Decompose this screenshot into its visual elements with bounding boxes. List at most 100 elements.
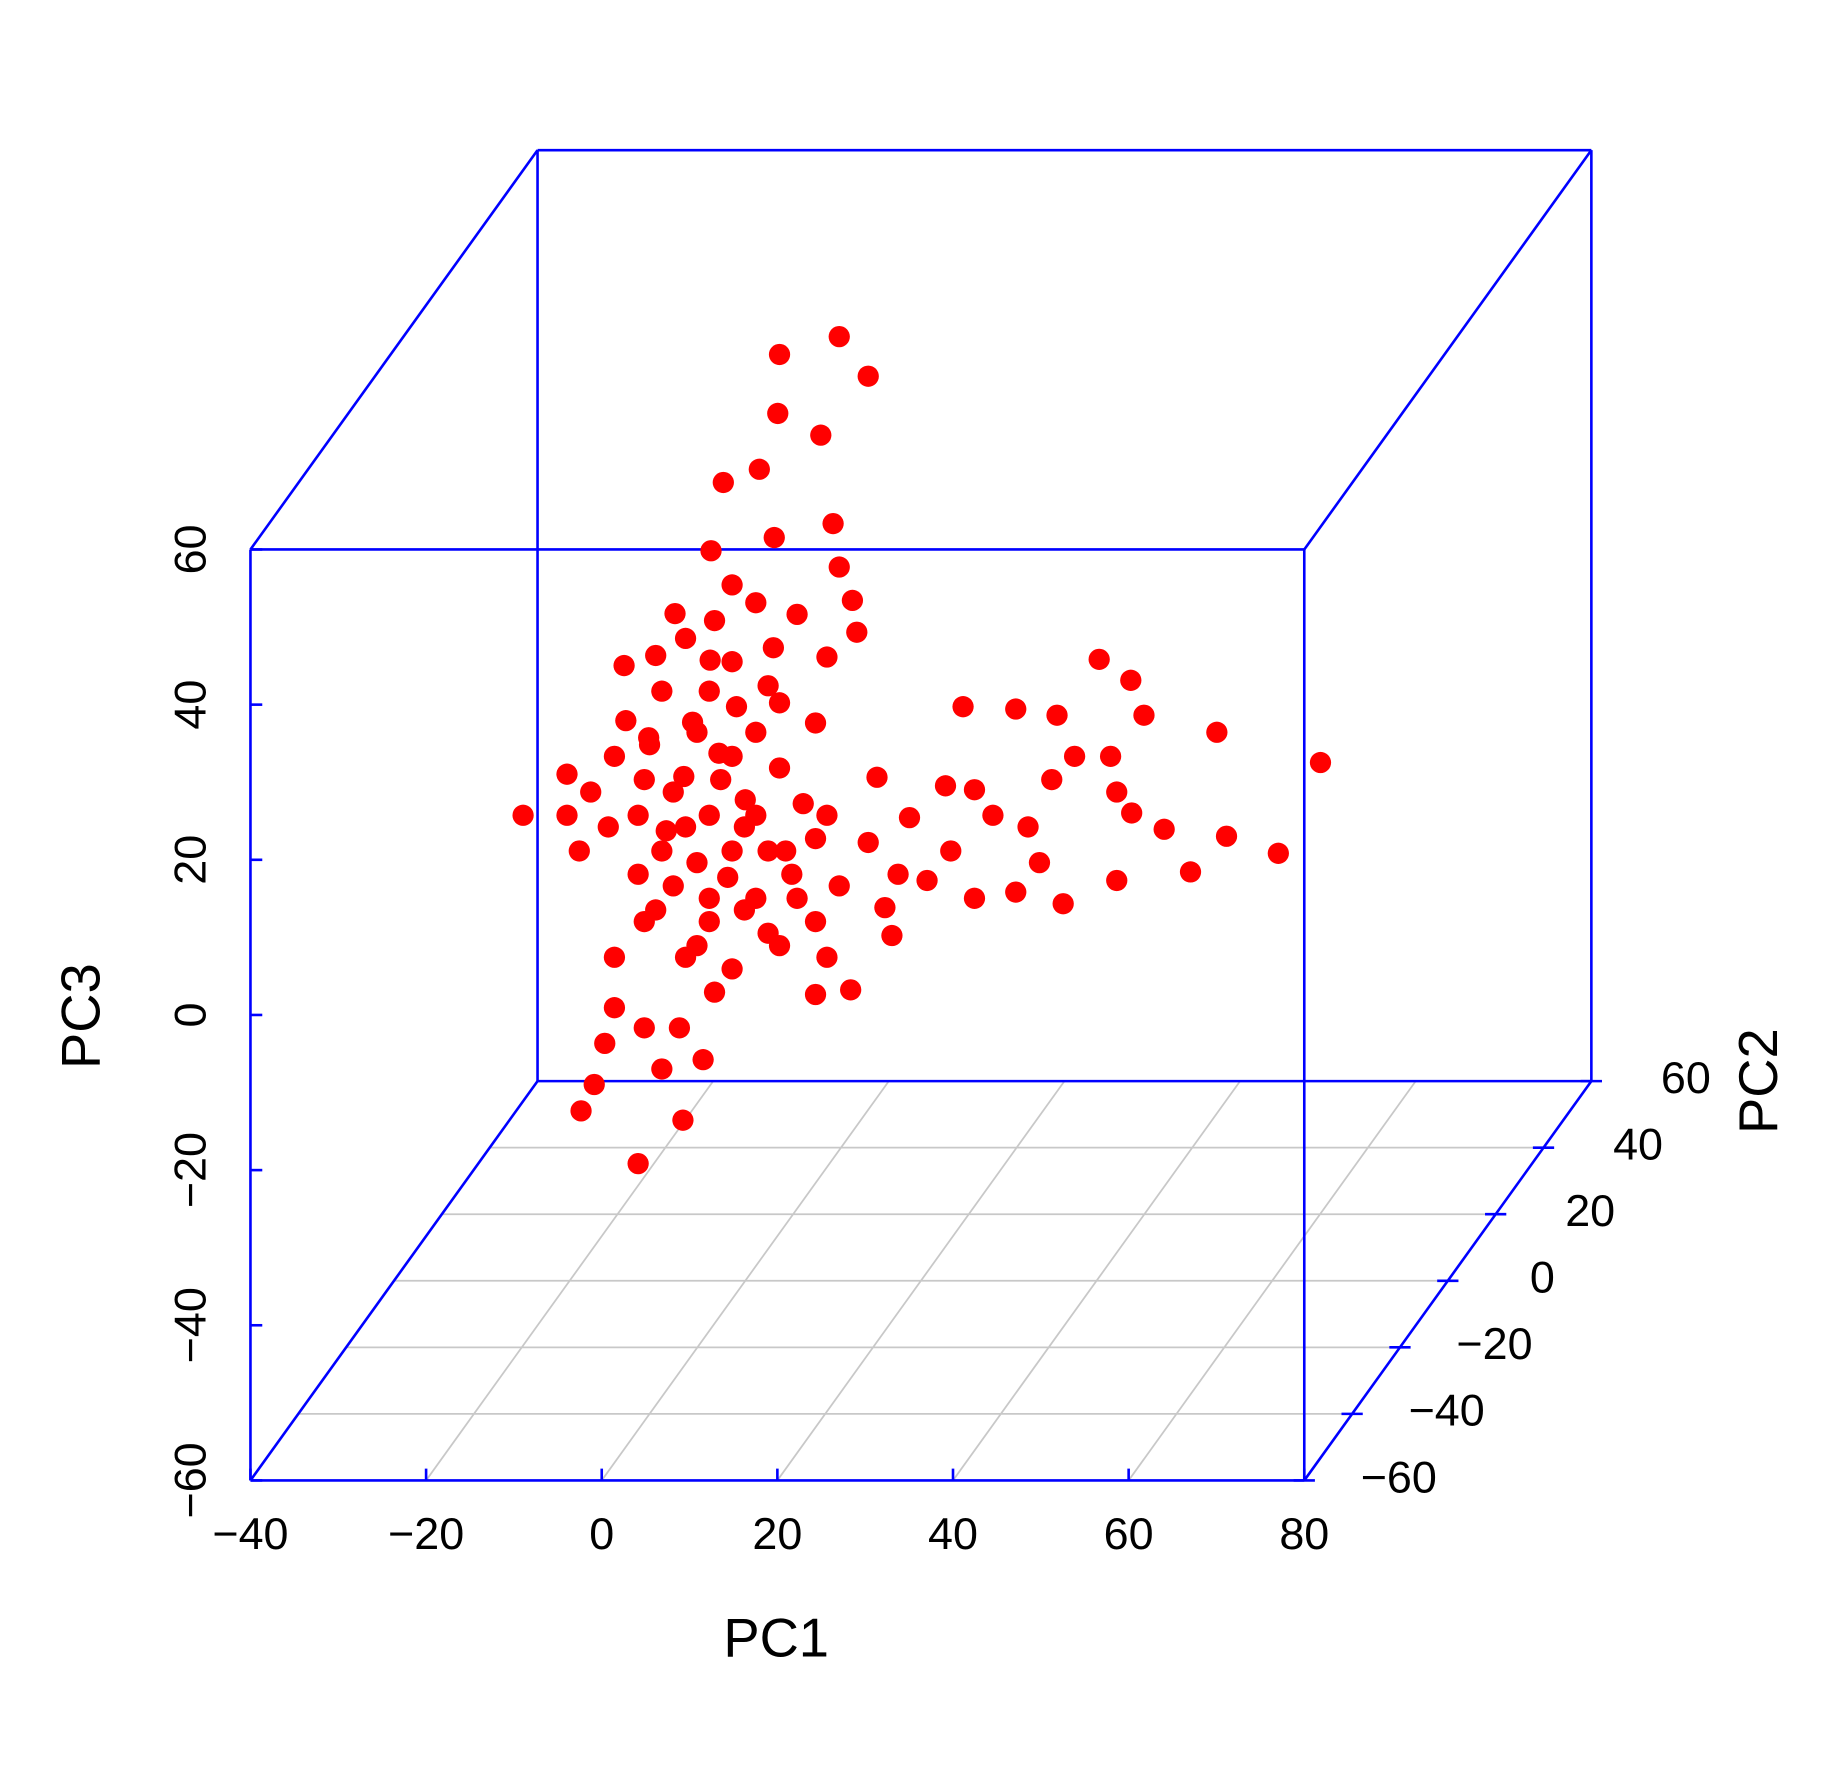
point: [703, 981, 726, 1003]
point: [627, 804, 649, 826]
x-axis-title: PC1: [723, 1608, 829, 1669]
point: [627, 863, 649, 885]
point: [804, 827, 827, 850]
point: [767, 402, 789, 425]
point: [645, 899, 667, 921]
point: [700, 540, 722, 562]
point: [708, 742, 730, 764]
point: [638, 727, 660, 749]
point: [810, 424, 832, 446]
point: [597, 816, 619, 838]
z-tick-label: −40: [165, 1287, 216, 1363]
point: [768, 343, 791, 366]
point: [721, 958, 743, 980]
point: [1017, 816, 1039, 838]
x-tick-label: −20: [388, 1508, 464, 1559]
point: [627, 1152, 649, 1175]
point: [745, 721, 767, 743]
point: [963, 887, 986, 909]
x-tick-label: 0: [589, 1508, 614, 1559]
point: [710, 768, 732, 791]
point: [668, 1017, 691, 1039]
point: [857, 365, 879, 387]
point: [651, 1058, 673, 1080]
point: [881, 924, 903, 947]
point: [699, 649, 721, 671]
point: [1041, 768, 1063, 791]
point: [672, 1109, 694, 1131]
point: [822, 512, 844, 535]
point: [775, 840, 797, 862]
point: [786, 887, 808, 909]
z-axis-title: PC3: [50, 963, 111, 1069]
point: [603, 745, 626, 767]
point: [763, 526, 785, 549]
point: [1106, 869, 1128, 892]
y-tick-label: 60: [1661, 1052, 1711, 1103]
point: [1052, 893, 1074, 915]
point: [1153, 818, 1175, 840]
point: [698, 910, 720, 933]
point: [963, 779, 986, 801]
point: [703, 609, 726, 632]
point: [757, 840, 779, 862]
point: [762, 637, 785, 659]
z-tick-label: 40: [165, 680, 216, 730]
point: [828, 326, 850, 348]
point: [792, 793, 814, 815]
x-tick-label: 40: [928, 1508, 978, 1559]
y-tick-label: 20: [1565, 1185, 1615, 1236]
point: [568, 840, 590, 862]
point: [717, 866, 739, 888]
z-tick-label: 20: [165, 835, 216, 885]
box-edge: [249, 1080, 539, 1482]
x-tick-label: 20: [752, 1508, 802, 1559]
point: [698, 680, 720, 702]
point: [698, 804, 720, 826]
point: [556, 763, 578, 785]
point: [712, 471, 734, 494]
point: [1121, 802, 1143, 824]
point: [1133, 704, 1155, 726]
point: [1028, 851, 1051, 874]
y-tick-label: 0: [1530, 1252, 1555, 1303]
point: [1206, 721, 1228, 743]
point: [846, 621, 868, 643]
point: [828, 875, 850, 897]
point: [1046, 704, 1068, 726]
point: [768, 692, 791, 714]
point: [583, 1073, 605, 1096]
z-tick-label: −20: [165, 1132, 216, 1208]
point: [816, 804, 838, 826]
point: [816, 646, 838, 668]
point: [866, 766, 888, 788]
point: [645, 644, 667, 667]
z-tick-label: 60: [165, 525, 216, 575]
point: [1120, 669, 1142, 691]
point: [655, 820, 677, 842]
y-tick-label: −40: [1409, 1385, 1485, 1436]
point: [594, 1032, 616, 1055]
y-axis-title: PC2: [1728, 1028, 1789, 1134]
point: [841, 589, 864, 612]
point: [857, 831, 879, 854]
point: [734, 789, 756, 811]
point: [686, 851, 708, 874]
x-tick-label: −40: [212, 1508, 288, 1559]
y-tick-label: 40: [1613, 1119, 1663, 1170]
point: [804, 712, 827, 734]
point: [781, 863, 803, 885]
point: [651, 840, 673, 862]
point: [1106, 781, 1128, 803]
point: [512, 804, 534, 826]
point: [1267, 842, 1289, 864]
point: [686, 934, 708, 957]
point: [603, 946, 626, 968]
y-tick-label: −60: [1361, 1451, 1437, 1502]
point: [1179, 861, 1202, 883]
point: [786, 603, 808, 625]
point: [673, 765, 695, 788]
point: [674, 816, 697, 838]
